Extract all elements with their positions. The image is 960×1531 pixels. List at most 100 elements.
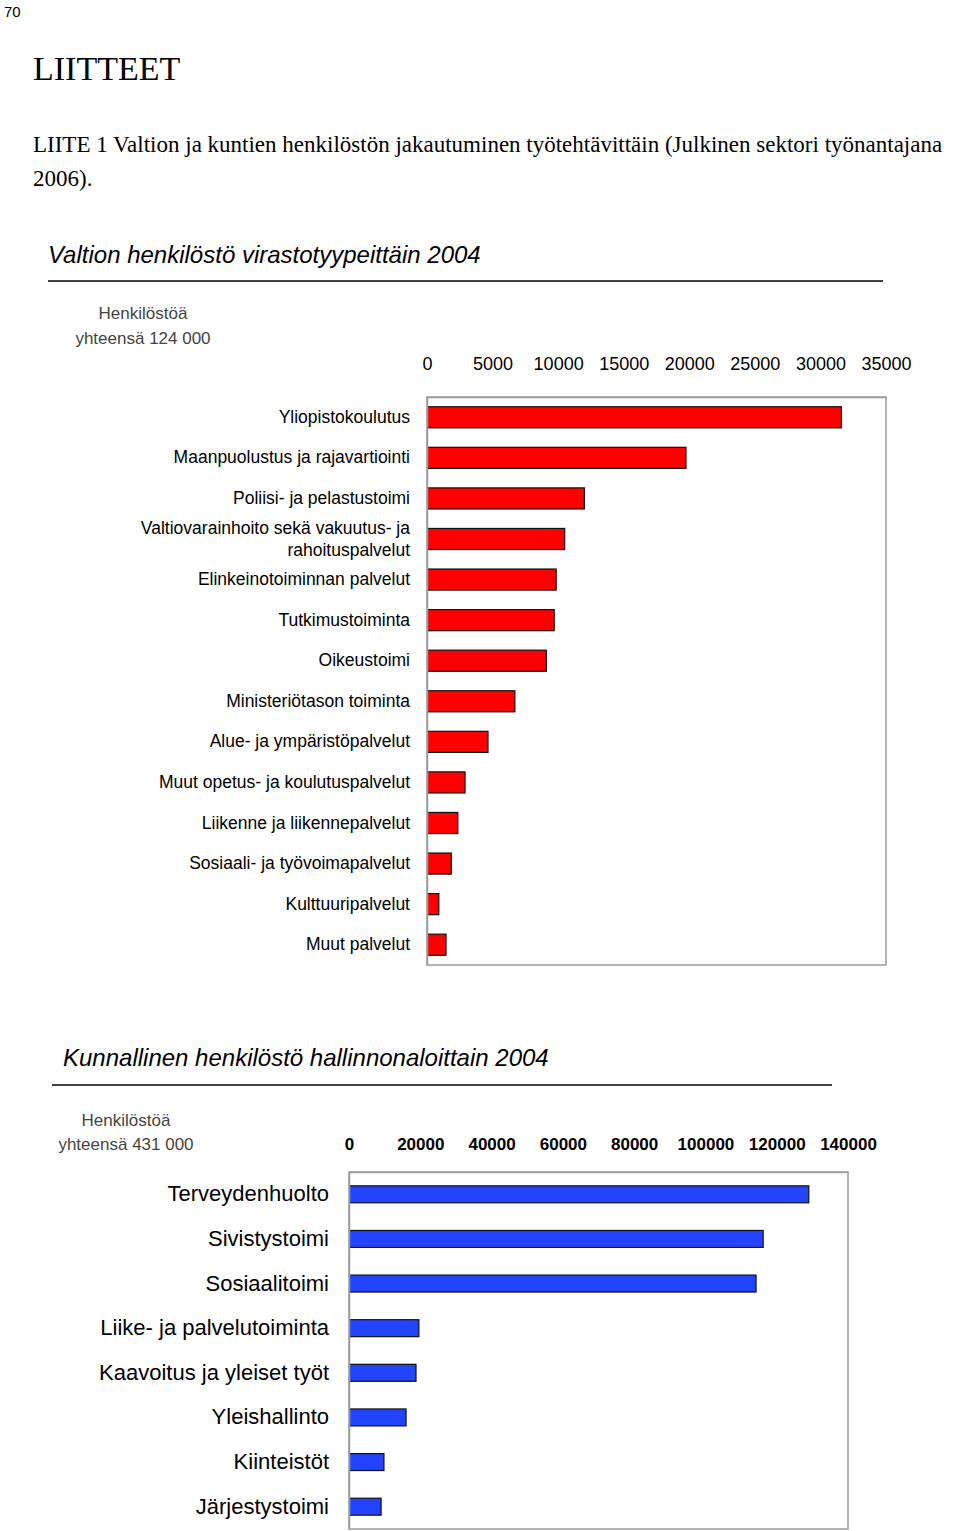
- category-label: Tutkimustoiminta: [278, 610, 410, 630]
- bars: [349, 1186, 809, 1515]
- text-line: Maanpuolustus ja rajavartiointi: [174, 447, 410, 467]
- bar: [349, 1186, 809, 1203]
- bar: [427, 447, 686, 468]
- tick-label: 20000: [397, 1135, 444, 1154]
- tick: Tutkimustoiminta: [278, 610, 427, 630]
- text-line: Ministeriötason toiminta: [226, 691, 410, 711]
- bar: [427, 894, 439, 915]
- text-line: Kaavoitus ja yleiset työt: [99, 1360, 329, 1385]
- category-label: Yliopistokoulutus: [279, 407, 411, 427]
- category-label: Järjestystoimi: [196, 1494, 329, 1519]
- category-label: Alue- ja ympäristöpalvelut: [210, 731, 411, 751]
- tick: Liike- ja palvelutoiminta: [100, 1315, 349, 1340]
- text-line: Poliisi- ja pelastustoimi: [233, 488, 410, 508]
- text-line: Terveydenhuolto: [168, 1181, 329, 1206]
- page-heading: LIITTEET: [33, 50, 180, 87]
- axis-line: [349, 1173, 351, 1530]
- bar: [427, 650, 546, 671]
- tick: 40000: [468, 1135, 515, 1172]
- text-line: Oikeustoimi: [319, 650, 410, 670]
- chart-subtitle: Henkilöstöä yhteensä 124 000: [75, 304, 210, 348]
- text-line: Henkilöstöä: [99, 304, 188, 323]
- bar: [349, 1320, 419, 1337]
- category-label: Ministeriötason toiminta: [226, 691, 410, 711]
- text-line: LIITE 1 Valtion ja kuntien henkilöstön j…: [33, 132, 942, 157]
- tick: Sivistystoimi: [208, 1226, 349, 1251]
- tick: 0: [422, 354, 432, 397]
- tick: 140000: [820, 1135, 877, 1172]
- bars: [427, 407, 841, 956]
- tick: Muut opetus- ja koulutuspalvelut: [159, 772, 427, 792]
- tick: 60000: [540, 1135, 587, 1172]
- title-rule: [48, 280, 883, 282]
- page: 70 LIITTEET LIITE 1 Valtion ja kuntien hen…: [0, 0, 960, 1531]
- tick-label: 0: [422, 354, 432, 374]
- tick-label: 15000: [599, 354, 649, 374]
- plot-frame: [427, 397, 886, 965]
- tick-label: 40000: [468, 1135, 515, 1154]
- tick: Yliopistokoulutus: [279, 407, 427, 427]
- text-line: Elinkeinotoiminnan palvelut: [198, 569, 410, 589]
- axis-line: [428, 397, 887, 399]
- text-line: 2006).: [33, 166, 92, 191]
- text-line: Muut opetus- ja koulutuspalvelut: [159, 772, 410, 792]
- axis-line: [350, 1172, 849, 1174]
- tick-label: 100000: [678, 1135, 735, 1154]
- text-line: Järjestystoimi: [196, 1494, 329, 1519]
- category-label: Yleishallinto: [212, 1404, 329, 1429]
- text-line: yhteensä 124 000: [75, 329, 210, 348]
- bar: [349, 1364, 416, 1381]
- text-line: Liike- ja palvelutoiminta: [100, 1315, 329, 1340]
- text-line: Henkilöstöä: [82, 1111, 171, 1130]
- tick-label: 30000: [796, 354, 846, 374]
- tick: Valtiovarainhoito sekä vakuutus- jarahoi…: [141, 518, 427, 560]
- category-label: Terveydenhuolto: [168, 1181, 329, 1206]
- bar: [427, 772, 465, 793]
- chart-title: Kunnallinen henkilöstö hallinnonaloittai…: [63, 1044, 549, 1071]
- text-line: Yliopistokoulutus: [279, 407, 411, 427]
- x-axis: 05000100001500020000250003000035000: [422, 354, 911, 398]
- tick: Oikeustoimi: [319, 650, 427, 670]
- tick-label: 60000: [540, 1135, 587, 1154]
- category-label: Maanpuolustus ja rajavartiointi: [174, 447, 410, 467]
- tick: 20000: [397, 1135, 444, 1172]
- tick-label: 120000: [749, 1135, 806, 1154]
- text-line: Alue- ja ympäristöpalvelut: [210, 731, 411, 751]
- tick: Yleishallinto: [212, 1404, 349, 1429]
- tick: Kaavoitus ja yleiset työt: [99, 1360, 349, 1385]
- chart-subtitle: Henkilöstöäyhteensä 431 000: [58, 1111, 193, 1154]
- tick: 80000: [611, 1135, 658, 1172]
- bar: [427, 691, 515, 712]
- tick-label: 140000: [820, 1135, 877, 1154]
- bar: [427, 528, 565, 549]
- bar: [349, 1275, 756, 1292]
- tick: 25000: [730, 354, 780, 397]
- x-axis: 020000400006000080000100000120000140000: [345, 1135, 877, 1173]
- bar: [427, 488, 584, 509]
- tick: Maanpuolustus ja rajavartiointi: [174, 447, 427, 467]
- category-label: Valtiovarainhoito sekä vakuutus- jarahoi…: [141, 518, 410, 560]
- bar: [349, 1409, 406, 1426]
- category-label: Kiinteistöt: [234, 1449, 329, 1474]
- text-line: Yleishallinto: [212, 1404, 329, 1429]
- tick: Poliisi- ja pelastustoimi: [233, 488, 427, 508]
- tick: 120000: [749, 1135, 806, 1172]
- tick: Kulttuuripalvelut: [285, 894, 427, 914]
- category-label: Sivistystoimi: [208, 1226, 329, 1251]
- tick-label: 10000: [534, 354, 584, 374]
- text-line: Valtiovarainhoito sekä vakuutus- ja: [141, 518, 410, 538]
- tick-label: 25000: [730, 354, 780, 374]
- text-line: rahoituspalvelut: [287, 540, 410, 560]
- bar: [427, 812, 458, 833]
- tick: Alue- ja ympäristöpalvelut: [210, 731, 427, 751]
- tick: Sosiaali- ja työvoimapalvelut: [189, 853, 427, 873]
- tick-label: 5000: [473, 354, 513, 374]
- category-label: Liikenne ja liikennepalvelut: [202, 813, 410, 833]
- bar: [349, 1454, 384, 1471]
- plot-frame: [349, 1172, 848, 1529]
- category-label: Liike- ja palvelutoiminta: [100, 1315, 329, 1340]
- tick-label: 80000: [611, 1135, 658, 1154]
- text-line: Kiinteistöt: [234, 1449, 329, 1474]
- tick: Liikenne ja liikennepalvelut: [202, 813, 427, 833]
- page-number: 70: [4, 3, 21, 20]
